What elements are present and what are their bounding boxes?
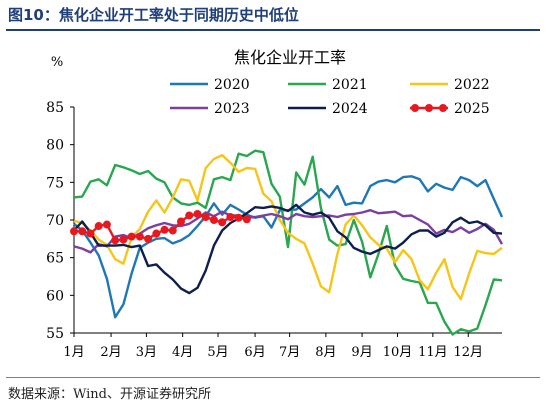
data-point-2025: [152, 229, 161, 238]
data-point-2025: [111, 236, 120, 245]
data-point-2025: [78, 227, 87, 236]
legend-label-2021: 2021: [332, 77, 368, 93]
y-tick-label: 65: [46, 251, 64, 267]
data-point-2025: [185, 211, 194, 220]
legend-label-2023: 2023: [214, 101, 250, 117]
series-line-2022: [73, 153, 503, 301]
legend: 2020 2021 2022 2023 2024 2025: [170, 77, 490, 117]
x-tick-label: 4月: [172, 345, 193, 360]
x-tick-label: 10月: [383, 345, 413, 360]
data-point-2025: [242, 215, 251, 224]
data-point-2025: [226, 212, 235, 221]
legend-label-2025: 2025: [454, 101, 490, 117]
data-point-2025: [201, 212, 210, 221]
title-rule: [6, 29, 540, 31]
x-tick-label: 6月: [244, 345, 265, 360]
data-point-2025: [144, 234, 153, 243]
y-tick-label: 85: [46, 100, 64, 116]
data-point-2025: [209, 216, 218, 224]
y-tick-label: 60: [46, 288, 64, 304]
y-tick-label: 55: [46, 326, 64, 342]
y-tick-label: 70: [46, 213, 64, 229]
x-tick-label: 2月: [100, 345, 121, 360]
data-point-2025: [127, 232, 136, 241]
series-layer: [70, 149, 504, 336]
source-rule: [6, 377, 540, 378]
legend-marker-2025: [425, 104, 433, 112]
series-line-2023: [73, 208, 504, 254]
figure-title: 图10：焦化企业开工率处于同期历史中低位: [8, 6, 299, 24]
x-tick-label: 3月: [136, 345, 157, 360]
x-tick-label: 1月: [63, 345, 84, 360]
legend-label-2024: 2024: [332, 101, 368, 117]
data-point-2025: [177, 217, 185, 226]
legend-marker-2025: [411, 104, 419, 112]
axes: 55 60 65 70 75 80 85 1月 2月 3月 4月 5月 6月 7月 8月 9月 10月 11月 12…: [46, 100, 502, 360]
data-point-2025: [218, 218, 227, 227]
data-point-2025: [94, 222, 103, 231]
x-tick-label: 12月: [453, 345, 483, 360]
y-tick-label: 75: [46, 175, 64, 191]
x-tick-label: 7月: [279, 345, 300, 360]
data-point-2025: [234, 213, 243, 222]
chart-title: 焦化企业开工率: [234, 48, 346, 67]
data-point-2025: [70, 227, 78, 236]
legend-label-2020: 2020: [214, 77, 250, 93]
y-unit-label: %: [51, 55, 63, 70]
y-tick-label: 80: [46, 138, 64, 154]
data-point-2025: [86, 229, 95, 238]
series-line-2021: [73, 149, 503, 336]
x-tick-label: 5月: [207, 345, 228, 360]
x-tick-label: 8月: [315, 345, 336, 360]
series-line-2025: [74, 212, 248, 242]
data-point-2025: [168, 226, 177, 235]
series-line-2024: [73, 203, 503, 295]
legend-marker-2025: [439, 104, 447, 112]
data-point-2025: [119, 235, 128, 244]
source-note: 数据来源：Wind、开源证券研究所: [8, 387, 211, 402]
x-tick-label: 9月: [351, 345, 372, 360]
data-point-2025: [193, 209, 202, 218]
data-point-2025: [102, 220, 111, 229]
data-point-2025: [135, 232, 144, 241]
legend-label-2022: 2022: [454, 77, 490, 93]
x-tick-label: 11月: [418, 345, 448, 360]
data-point-2025: [160, 225, 169, 234]
